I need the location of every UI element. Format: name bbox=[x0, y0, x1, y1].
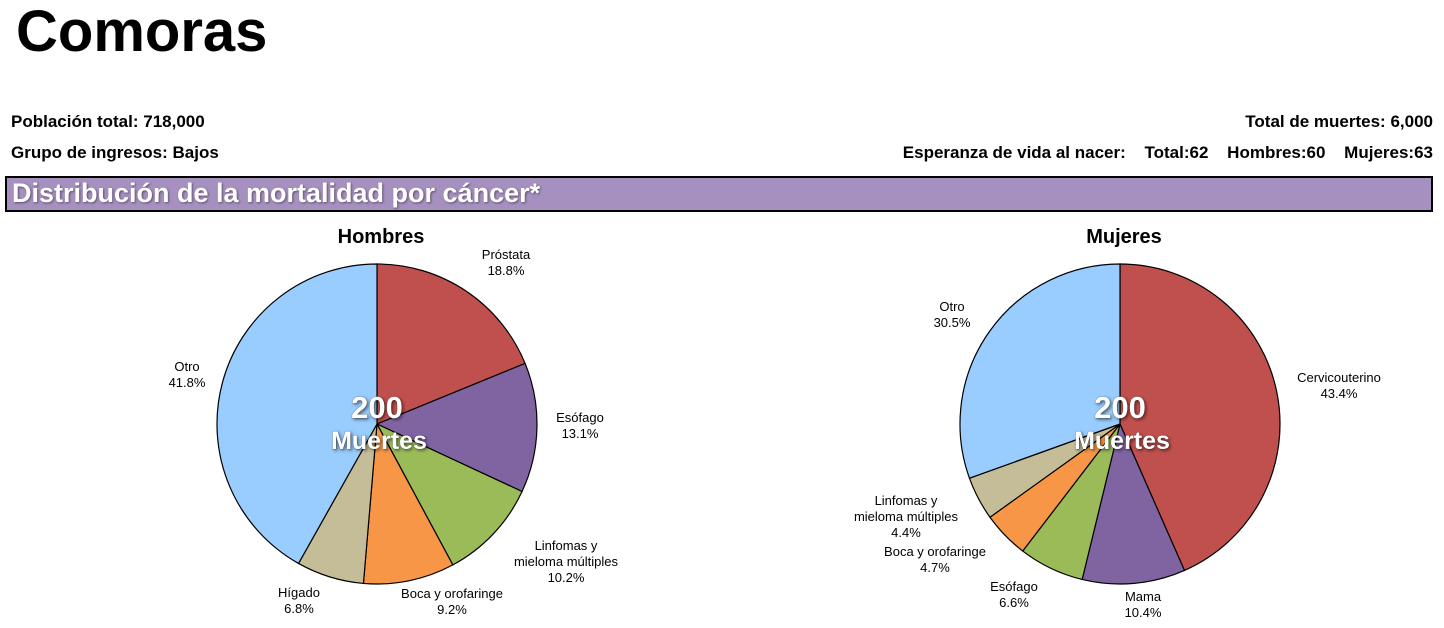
center-death-count: 200 bbox=[351, 390, 403, 425]
slice-label: Esófago 6.6% bbox=[990, 579, 1038, 610]
slice-label: Linfomas y mieloma múltiples 10.2% bbox=[514, 538, 619, 585]
page-title: Comoras bbox=[16, 0, 268, 64]
income-info: Grupo de ingresos: Bajos bbox=[11, 143, 219, 163]
slice-label: Mama 10.4% bbox=[1125, 589, 1162, 620]
income-label: Grupo de ingresos: bbox=[11, 143, 168, 162]
deaths-info: Total de muertes: 6,000 bbox=[1245, 112, 1433, 132]
slice-label: Linfomas y mieloma múltiples 4.4% bbox=[854, 493, 959, 540]
pie-slice bbox=[1081, 422, 1186, 585]
pie-title: Hombres bbox=[338, 226, 425, 248]
population-label: Población total: bbox=[11, 112, 139, 131]
slice-label: Esófago 13.1% bbox=[556, 410, 604, 441]
life-expectancy-women: Mujeres:63 bbox=[1344, 143, 1433, 162]
pie-slice bbox=[216, 263, 378, 565]
slice-label: Hígado 6.8% bbox=[278, 585, 320, 616]
slice-label: Cervicouterino 43.4% bbox=[1297, 370, 1381, 401]
population-info: Población total: 718,000 bbox=[11, 112, 205, 132]
deaths-label: Total de muertes: bbox=[1245, 112, 1386, 131]
pie-slice bbox=[1119, 263, 1281, 572]
life-expectancy-label: Esperanza de vida al nacer: bbox=[902, 143, 1126, 162]
section-banner: Distribución de la mortalidad por cáncer… bbox=[5, 176, 1433, 212]
center-death-count: 200 bbox=[1094, 390, 1146, 425]
pie-slice bbox=[959, 263, 1121, 479]
life-expectancy-total: Total:62 bbox=[1144, 143, 1209, 162]
pie-title: Mujeres bbox=[1086, 226, 1162, 248]
pie-slice bbox=[375, 422, 523, 566]
center-death-label: Muertes bbox=[331, 427, 427, 455]
slice-label: Próstata 18.8% bbox=[482, 247, 531, 278]
slice-label: Boca y orofaringe 4.7% bbox=[884, 544, 986, 575]
slice-label: Otro 41.8% bbox=[169, 359, 206, 390]
pie-chart-hombres: Hombres Próstata 18.8% Esófago 13.1% Linfomas… bbox=[169, 226, 619, 617]
population-value: 718,000 bbox=[143, 112, 205, 131]
center-death-label: Muertes bbox=[1074, 427, 1170, 455]
pie-slice bbox=[376, 263, 526, 425]
pie-slice bbox=[375, 362, 538, 493]
pie-chart-mujeres: Mujeres Cervicouterino 43.4% Mama 10.4% Esófa… bbox=[854, 226, 1381, 620]
deaths-value: 6,000 bbox=[1390, 112, 1433, 131]
slice-label: Otro 30.5% bbox=[934, 299, 971, 330]
life-expectancy-men: Hombres:60 bbox=[1227, 143, 1326, 162]
pie-slice bbox=[362, 421, 454, 585]
slice-label: Boca y orofaringe 9.2% bbox=[401, 586, 503, 617]
income-value: Bajos bbox=[172, 143, 219, 162]
life-expectancy-info: Esperanza de vida al nacer: Total:62 Hom… bbox=[903, 143, 1433, 163]
